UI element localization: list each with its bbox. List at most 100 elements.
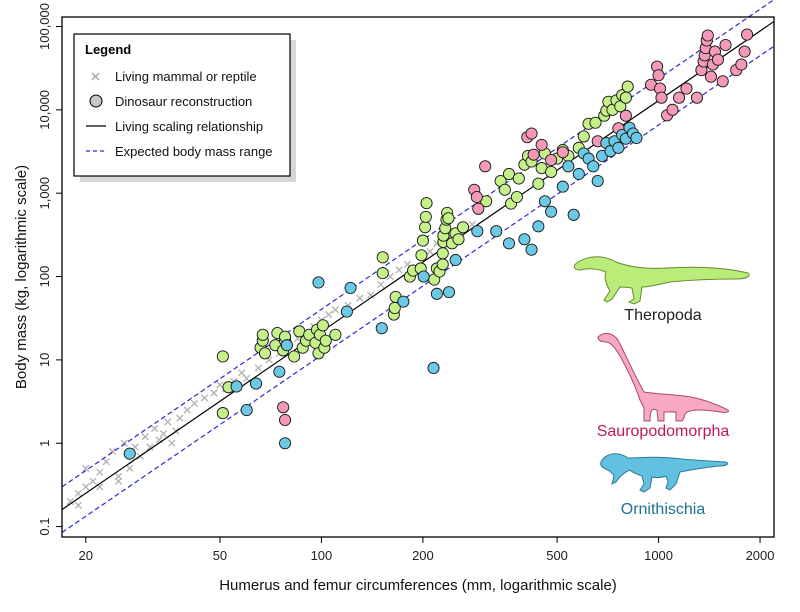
sauropodomorpha-point — [738, 45, 751, 58]
theropoda-point — [619, 91, 632, 104]
ornithischia-point — [280, 339, 293, 352]
living-animal-point — [356, 294, 364, 302]
ornithischia-point — [340, 305, 353, 318]
theropoda-point — [545, 165, 558, 178]
sauropodomorpha-point — [672, 91, 686, 104]
theropoda-point — [436, 247, 449, 260]
living-animal-point — [66, 497, 75, 506]
living-animal-point — [200, 394, 209, 402]
theropoda-point — [512, 172, 525, 185]
theropoda-point — [589, 116, 602, 129]
legend-entry-dinosaur: Dinosaur reconstruction — [89, 94, 252, 109]
theropoda-point — [510, 190, 523, 204]
y-tick-label: 10 — [37, 353, 52, 367]
theropoda-point — [216, 350, 229, 363]
sauropodomorpha-point — [740, 28, 754, 41]
ornithischia-point — [587, 160, 600, 173]
sauropodomorpha-point — [711, 53, 724, 66]
ornithischia-point — [240, 404, 253, 417]
theropoda-silhouette — [573, 256, 750, 305]
ornithischia-point — [490, 225, 503, 238]
x-tick-label: 500 — [546, 548, 568, 563]
living-animal-point — [183, 406, 191, 414]
living-animal-point — [331, 306, 340, 314]
living-animal-point — [395, 266, 403, 274]
theropoda-point — [376, 267, 389, 280]
sauropodomorpha-point — [279, 413, 292, 427]
ornithischia-point — [518, 233, 531, 246]
ornithischia-point — [312, 276, 325, 289]
sauropodomorpha-point — [472, 202, 485, 215]
living-animal-point — [96, 468, 104, 476]
theropoda-point — [452, 233, 465, 246]
theropoda-label: Theropoda — [624, 307, 701, 324]
ornithischia-silhouette — [600, 453, 729, 493]
sauropodomorpha-point — [277, 401, 290, 414]
living-animal-point — [216, 381, 224, 389]
living-animal-point — [176, 414, 184, 422]
sauropodomorpha-point — [619, 109, 632, 122]
living-animal-point — [82, 483, 90, 491]
theropoda-point — [216, 407, 229, 420]
legend-entry-range: Expected body mass range — [86, 144, 273, 159]
ornithischia-point — [449, 253, 462, 267]
living-animal-point — [210, 389, 218, 397]
sauropodomorpha-point — [735, 58, 748, 71]
sauropodomorpha-point — [716, 75, 729, 88]
theropoda-point — [415, 249, 428, 262]
ornithischia-point — [591, 174, 604, 188]
theropoda-point — [498, 183, 511, 196]
theropoda-point — [502, 167, 516, 181]
theropoda-point — [416, 234, 429, 247]
living-animal-point — [168, 439, 176, 447]
legend-label: Expected body mass range — [115, 144, 273, 159]
legend-title: Legend — [85, 42, 131, 57]
x-tick-label: 50 — [213, 548, 227, 563]
living-animal-point — [377, 280, 385, 289]
y-tick-label: 10,000 — [37, 90, 52, 130]
ornithischia-point — [538, 195, 551, 208]
sauropodomorpha-point — [690, 91, 704, 104]
y-axis-label: Body mass (kg, logarithmic scale) — [13, 165, 30, 389]
living-animal-point — [242, 374, 251, 383]
ornithischia-point — [442, 286, 456, 299]
theropoda-point — [376, 251, 389, 264]
ornithischia-point — [572, 167, 585, 181]
sauropodomorpha-point — [479, 160, 492, 173]
theropoda-point — [621, 80, 634, 93]
x-axis-label: Humerus and femur circumferences (mm, lo… — [219, 577, 617, 594]
ornithischia-point — [279, 437, 292, 450]
living-animal-point — [74, 489, 82, 498]
sauropodomorpha-point — [535, 138, 548, 151]
living-animal-point — [150, 424, 159, 433]
theropoda-point — [316, 319, 329, 332]
theropoda-point — [258, 347, 272, 360]
living-animal-point — [82, 464, 90, 473]
ornithischia-point — [230, 380, 243, 393]
legend: Legend Living mammal or reptile Dinosaur… — [73, 33, 296, 182]
y-tick-label: 1,000 — [37, 177, 52, 210]
ornithischia-point — [273, 365, 286, 378]
living-animal-point — [141, 432, 149, 441]
sauropodomorpha-point — [704, 70, 717, 83]
sauropodomorpha-point — [655, 91, 668, 104]
living-animal-point — [146, 443, 154, 451]
legend-label: Dinosaur reconstruction — [115, 94, 252, 109]
theropoda-point — [420, 197, 433, 210]
y-tick-label: 1 — [37, 440, 52, 447]
x-tick-label: 200 — [412, 548, 434, 563]
ornithischia-point — [502, 237, 516, 250]
ornithischia-point — [545, 205, 558, 218]
living-animal-point — [254, 364, 263, 372]
sauropodomorpha-point — [701, 29, 714, 42]
y-tick-label: 100 — [37, 266, 52, 288]
ornithischia-point — [630, 131, 643, 145]
sauropodomorpha-point — [719, 38, 732, 52]
sauropodomorpha-point — [680, 82, 693, 95]
theropoda-point — [532, 177, 545, 190]
cross-marker-icon — [91, 72, 100, 81]
plot-area — [61, 0, 775, 533]
theropoda-point — [256, 328, 269, 341]
living-animal-point — [102, 458, 110, 466]
